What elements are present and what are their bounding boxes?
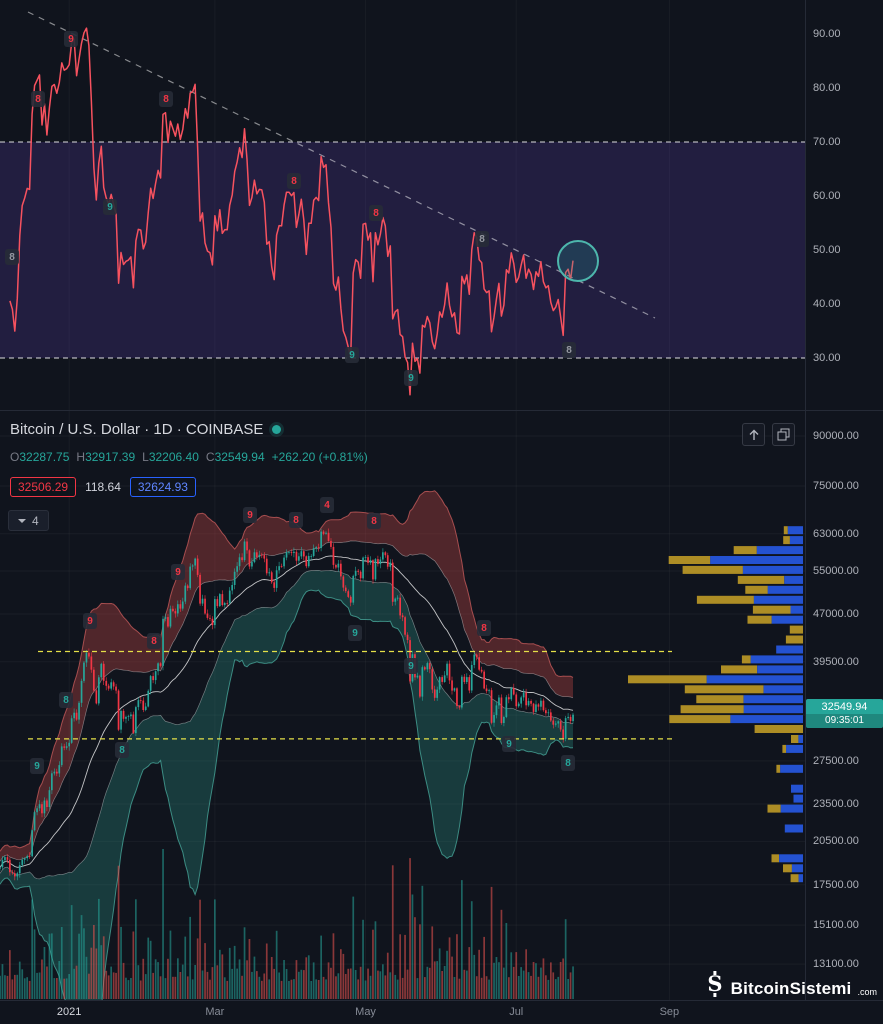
count-badge: 9 [243, 507, 257, 523]
restore-icon [777, 428, 790, 441]
symbol-title-text: Bitcoin / U.S. Dollar · 1D · COINBASE [10, 421, 264, 438]
upper-band-fill [0, 490, 573, 862]
high-label: H [76, 450, 86, 464]
count-badge: 8 [477, 620, 491, 636]
watermark: S BitcoinSistemi .com [705, 971, 877, 997]
watermark-name: BitcoinSistemi [730, 979, 852, 998]
count-badge: 9 [83, 613, 97, 629]
watermark-tld: .com [857, 987, 877, 997]
count-badge: 8 [367, 513, 381, 529]
last-price-value: 32549.94 [821, 700, 868, 713]
price-axis-label: 27500.00 [813, 754, 859, 767]
bitcoinsistemi-logo-icon: S [707, 971, 722, 997]
close-value: 32549.94 [214, 450, 265, 464]
count-badge: 8 [475, 231, 489, 247]
last-price-label: 32549.94 09:35:01 [806, 698, 883, 728]
volume-bars [0, 849, 574, 999]
time-scale[interactable]: 2021 Mar May Jul Sep [0, 1000, 883, 1024]
arrow-up-icon [749, 429, 758, 440]
collapsed-indicators-button[interactable]: 4 [8, 510, 49, 531]
chevron-down-icon [18, 518, 26, 523]
rsi-axis-label: 90.00 [813, 28, 841, 40]
pane-buttons [742, 423, 795, 446]
time-axis-label: May [355, 1006, 376, 1018]
lower-band-fill [0, 570, 573, 1000]
move-pane-up-button[interactable] [742, 423, 765, 446]
price-axis-label: 23500.00 [813, 797, 859, 810]
price-axis-label: 15100.00 [813, 919, 859, 932]
rsi-pane-plot[interactable] [0, 0, 805, 410]
band-lower-value: 32506.29 [10, 477, 77, 497]
rsi-axis-label: 80.00 [813, 82, 841, 94]
count-badge: 9 [345, 347, 359, 363]
rsi-axis-label: 30.00 [813, 352, 841, 364]
count-badge: 8 [369, 205, 383, 221]
price-axis-label: 55000.00 [813, 564, 859, 577]
descending-trendline[interactable] [27, 11, 656, 319]
pane-separator[interactable] [0, 410, 883, 411]
count-badge: 8 [159, 91, 173, 107]
price-axis-label: 47000.00 [813, 608, 859, 621]
count-badge: 9 [348, 625, 362, 641]
price-scale[interactable]: 90.00 80.00 70.00 60.00 50.00 40.00 30.00 9000… [805, 0, 883, 1000]
count-badge: 9 [171, 564, 185, 580]
volume-profile [628, 526, 803, 883]
change-value: +262.20 (+0.81%) [271, 450, 368, 464]
moving-average-line [0, 555, 574, 868]
candles [0, 528, 574, 881]
time-axis-label: Sep [659, 1006, 680, 1018]
rsi-30-70-band [0, 142, 805, 358]
open-label: O [10, 450, 20, 464]
rsi-axis-label: 70.00 [813, 136, 841, 148]
count-badge: 9 [103, 199, 117, 215]
price-axis-label: 63000.00 [813, 527, 859, 540]
count-badge: 8 [5, 249, 19, 265]
count-badge: 8 [287, 173, 301, 189]
count-badge: 9 [404, 370, 418, 386]
rsi-axis-label: 50.00 [813, 244, 841, 256]
price-axis-label: 20500.00 [813, 835, 859, 848]
price-axis-label: 75000.00 [813, 479, 859, 492]
price-axis-label: 39500.00 [813, 655, 859, 668]
count-badge: 8 [147, 633, 161, 649]
count-badge: 8 [289, 512, 303, 528]
count-badge: 9 [404, 658, 418, 674]
indicator-values-row: 32506.29 118.64 32624.93 [10, 477, 196, 497]
count-badge: 9 [30, 758, 44, 774]
symbol-title[interactable]: Bitcoin / U.S. Dollar · 1D · COINBASE [10, 421, 282, 438]
market-status-icon [272, 425, 282, 434]
rsi-line [9, 27, 574, 396]
time-axis-label: 2021 [56, 1006, 82, 1018]
count-badge: 9 [502, 736, 516, 752]
band-mid-value: 118.64 [85, 480, 121, 494]
highlight-circle[interactable] [557, 240, 599, 282]
main-chart-plot[interactable] [0, 411, 805, 1000]
band-upper-value: 32624.93 [129, 477, 196, 497]
close-label: C [205, 450, 215, 464]
count-badge: 8 [562, 342, 576, 358]
count-badge: 8 [31, 91, 45, 107]
count-badge: 4 [320, 497, 334, 513]
open-value: 32287.75 [19, 450, 70, 464]
ohlc-row: O32287.75 H32917.39 L32206.40 C32549.94 +262… [10, 450, 368, 464]
high-value: 32917.39 [85, 450, 136, 464]
count-badge: 8 [59, 692, 73, 708]
svg-text:S: S [707, 971, 722, 996]
rsi-axis-label: 60.00 [813, 190, 841, 202]
low-label: L [142, 450, 149, 464]
low-value: 32206.40 [148, 450, 199, 464]
time-axis-label: Mar [205, 1006, 225, 1018]
count-badge: 8 [115, 742, 129, 758]
bar-countdown: 09:35:01 [806, 713, 883, 728]
price-axis-label: 17500.00 [813, 878, 859, 891]
time-axis-label: Jul [509, 1006, 524, 1018]
collapsed-indicators-count: 4 [32, 513, 39, 528]
restore-pane-button[interactable] [772, 423, 795, 446]
count-badge: 8 [561, 755, 575, 771]
price-axis-label: 13100.00 [813, 958, 859, 971]
rsi-axis-label: 40.00 [813, 298, 841, 310]
count-badge: 9 [64, 31, 78, 47]
price-axis-label: 90000.00 [813, 430, 859, 443]
